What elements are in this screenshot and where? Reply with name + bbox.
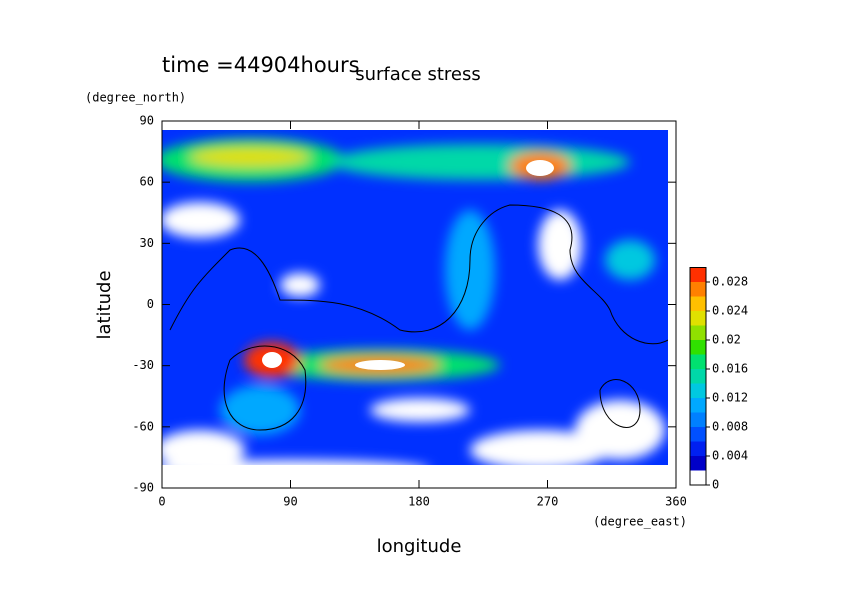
x-tick-label: 270 xyxy=(537,495,559,509)
colorbar-segment xyxy=(690,427,706,442)
colorbar-tick-label: 0.008 xyxy=(712,420,748,434)
y-unit: (degree_north) xyxy=(85,91,186,105)
time-label: time =44904hours xyxy=(162,53,360,77)
chart-title: surface stress xyxy=(355,64,481,85)
x-tick-label: 90 xyxy=(283,495,297,509)
colorbar-tick-label: 0.004 xyxy=(712,449,748,463)
colorbar-segment xyxy=(690,311,706,326)
colorbar-tick-label: 0.012 xyxy=(712,391,748,405)
colorbar-segment xyxy=(690,325,706,340)
x-tick-label: 360 xyxy=(665,495,687,509)
colorbar-segment xyxy=(690,398,706,413)
y-axis-label: latitude xyxy=(94,270,115,339)
colorbar-segment xyxy=(690,456,706,471)
colorbar-tick-label: 0.016 xyxy=(712,362,748,376)
colorbar-tick-label: 0.024 xyxy=(712,304,748,318)
colorbar-frame xyxy=(689,267,707,486)
y-tick-label: 60 xyxy=(140,175,154,189)
colorbar-tick-label: 0 xyxy=(712,478,719,492)
colorbar-segment xyxy=(690,383,706,398)
colorbar-segment xyxy=(690,354,706,369)
colorbar-tick-label: 0.02 xyxy=(712,333,741,347)
x-axis-label: longitude xyxy=(377,536,462,557)
y-tick-label: -90 xyxy=(132,481,154,495)
y-tick-label: 30 xyxy=(140,236,154,250)
colorbar-segment xyxy=(690,296,706,311)
y-tick-label: -30 xyxy=(132,358,154,372)
x-tick-label: 0 xyxy=(158,495,165,509)
x-unit: (degree_east) xyxy=(593,515,687,529)
colorbar-segment xyxy=(690,412,706,427)
x-tick-label: 180 xyxy=(408,495,430,509)
colorbar-segment xyxy=(690,441,706,456)
colorbar-segment xyxy=(690,340,706,355)
y-tick-label: -60 xyxy=(132,419,154,433)
contour-field xyxy=(162,130,668,465)
colorbar-segment xyxy=(690,369,706,384)
colorbar-tick-label: 0.028 xyxy=(712,275,748,289)
colorbar-segment xyxy=(690,470,706,485)
colorbar-segment xyxy=(690,282,706,297)
colorbar-segment xyxy=(690,267,706,282)
y-tick-label: 0 xyxy=(147,297,154,311)
y-tick-label: 90 xyxy=(140,114,154,128)
